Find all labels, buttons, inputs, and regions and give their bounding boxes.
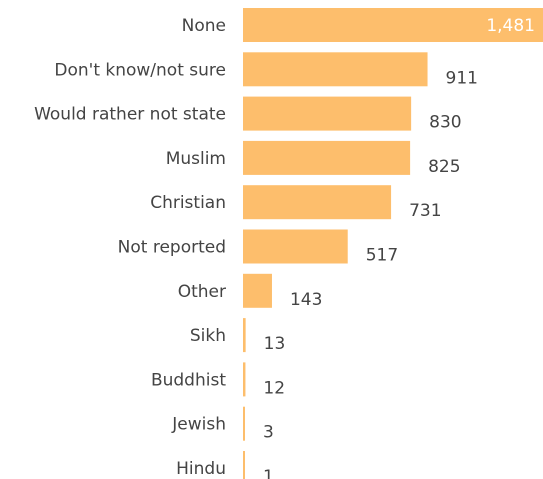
bar-1: [243, 52, 428, 87]
category-label-0: None: [182, 16, 226, 36]
bar-7: [243, 318, 246, 353]
value-label-1: 911: [446, 68, 478, 88]
value-label-6: 143: [290, 290, 322, 310]
value-label-4: 731: [409, 201, 441, 221]
value-labels-group: 1,481 911 830 825 731 517 143 13 12 3 1: [263, 16, 535, 479]
category-label-10: Hindu: [176, 459, 226, 479]
value-label-3: 825: [428, 157, 460, 177]
bar-3: [243, 140, 411, 175]
bar-0: [243, 8, 543, 42]
category-label-1: Don't know/not sure: [54, 60, 226, 80]
value-label-7: 13: [264, 334, 286, 354]
bars-group: [243, 8, 543, 479]
bar-10: [243, 451, 245, 479]
bar-8: [243, 362, 246, 397]
category-label-3: Muslim: [166, 149, 226, 169]
value-label-8: 12: [263, 378, 285, 398]
category-label-5: Not reported: [118, 238, 226, 258]
category-labels-group: None Don't know/not sure Would rather not …: [34, 16, 226, 479]
category-label-4: Christian: [150, 193, 226, 213]
value-label-0: 1,481: [486, 16, 535, 36]
bar-6: [243, 273, 272, 308]
value-label-2: 830: [429, 113, 461, 133]
category-label-2: Would rather not state: [34, 105, 226, 125]
category-label-8: Buddhist: [151, 370, 226, 390]
bar-4: [243, 185, 392, 220]
value-label-9: 3: [263, 423, 274, 443]
value-label-5: 517: [366, 246, 398, 266]
category-label-7: Sikh: [190, 326, 226, 346]
value-label-10: 1: [263, 467, 274, 479]
bar-2: [243, 96, 412, 131]
bar-5: [243, 229, 348, 264]
category-label-9: Jewish: [171, 415, 226, 435]
bar-9: [243, 406, 245, 441]
category-label-6: Other: [178, 282, 226, 302]
